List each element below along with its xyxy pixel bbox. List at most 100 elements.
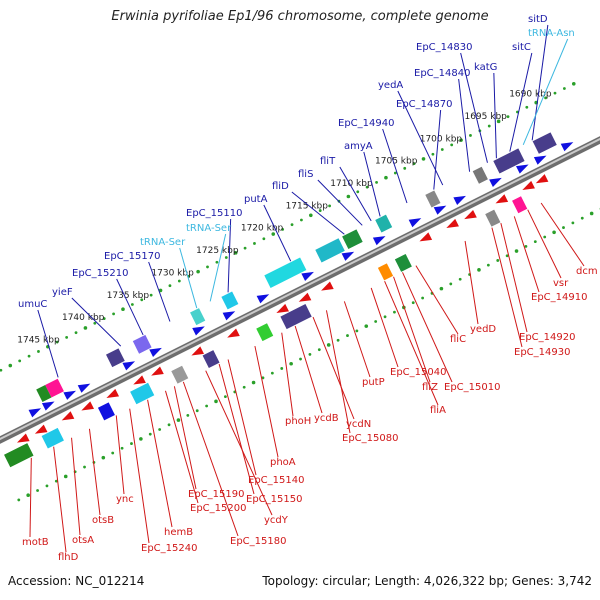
lower-tick [355,329,359,333]
lower-gene-label: EpC_14920 [519,332,575,343]
upper-leader-line [493,72,497,159]
lower-tick [299,357,302,361]
lower-gene-label: ycdB [314,413,339,424]
forward-gene-arrow [149,347,162,357]
forward-gene-arrow [372,236,386,246]
reverse-gene-arrow [298,292,312,302]
lower-gene-label: hemB [164,527,193,538]
lower-tick [17,498,21,502]
upper-tick [18,359,22,363]
reverse-gene-arrow [522,180,535,191]
lower-tick [130,442,133,445]
upper-tick [140,298,144,302]
lower-tick [439,286,444,291]
upper-tick [290,223,294,227]
upper-tick [262,237,266,241]
upper-gene-label: EpC_14830 [416,42,472,53]
upper-leader-line [148,261,171,322]
upper-tick [459,138,463,142]
forward-gene-block [375,214,393,233]
reverse-gene-block [377,263,394,281]
upper-gene-label: katG [474,62,497,73]
lower-leader-line [384,281,439,406]
lower-leader-line [513,216,540,293]
scale-label: 1690 kbp [509,90,552,100]
upper-tick [487,124,491,128]
scale-label: 1725 kbp [196,246,239,256]
upper-tick [271,232,276,236]
lower-leader-line [294,325,323,414]
forward-gene-block [264,257,307,288]
lower-tick [45,484,49,488]
upper-leader-line [291,191,345,235]
scale-label: 1705 kbp [375,157,418,167]
lower-leader-line [147,399,173,528]
lower-leader-line [281,332,294,417]
reverse-gene-arrow [227,328,240,338]
lower-tick [214,399,218,404]
lower-tick [83,465,86,469]
reverse-gene-block [171,365,189,384]
lower-tick [411,301,415,305]
lower-leader-line [218,363,255,495]
lower-gene-label: putP [362,377,385,388]
forward-gene-arrow [63,390,77,400]
upper-tick [318,209,322,212]
lower-gene-label: EpC_15240 [141,543,197,554]
lower-gene-label: fliC [450,334,466,345]
lower-tick [421,296,425,300]
reverse-gene-block [256,323,274,342]
lower-tick [111,451,115,455]
upper-tick [496,119,501,124]
lower-gene-label: EpC_15010 [444,382,500,393]
upper-tick [215,260,219,264]
upper-leader-line [363,151,381,217]
lower-gene-label: otsA [72,535,94,546]
scale-label: 1700 kbp [420,134,463,144]
scale-label: 1740 kbp [62,313,105,323]
scale-label: 1695 kbp [464,112,507,122]
lower-tick [514,249,519,253]
lower-tick [383,315,387,319]
upper-gene-label: sitD [528,14,548,25]
lower-tick [63,474,68,479]
forward-gene-arrow [192,326,205,336]
lower-tick [326,343,331,347]
upper-tick [553,91,557,95]
forward-gene-arrow [41,401,55,411]
upper-tick [450,143,454,147]
map-title: Erwinia pyrifoliae Ep1/96 chromosome, co… [111,9,489,24]
lower-tick [101,455,106,460]
upper-tick [469,134,472,137]
reverse-gene-arrow [16,433,30,443]
lower-tick [54,479,58,483]
forward-gene-arrow [453,195,466,205]
upper-tick [55,340,59,344]
upper-tick [83,326,88,330]
forward-gene-block [493,148,525,174]
lower-gene-label: phoH [285,416,311,427]
lower-tick [251,380,256,385]
upper-gene-label: fliD [272,181,289,192]
lower-tick [308,352,312,356]
upper-tick [356,190,360,194]
upper-tick [421,157,426,161]
upper-tick [384,175,388,180]
upper-tick [375,181,378,184]
lower-leader-line [312,316,355,420]
lower-tick [449,282,453,286]
backbone-highlight [0,137,600,441]
upper-tick [506,115,510,119]
forward-gene-arrow [28,408,42,418]
reverse-gene-arrow [34,424,48,434]
reverse-gene-block [130,382,155,405]
upper-tick [121,307,125,311]
forward-gene-block [105,348,125,368]
lower-leader-line [129,408,150,544]
upper-gene-label: tRNA-Ser [186,223,232,234]
scale-label: 1730 kbp [151,268,194,278]
forward-gene-arrow [433,205,447,215]
upper-tick [253,242,256,245]
lower-gene-label: EpC_15150 [246,494,302,505]
lower-tick [393,310,396,314]
